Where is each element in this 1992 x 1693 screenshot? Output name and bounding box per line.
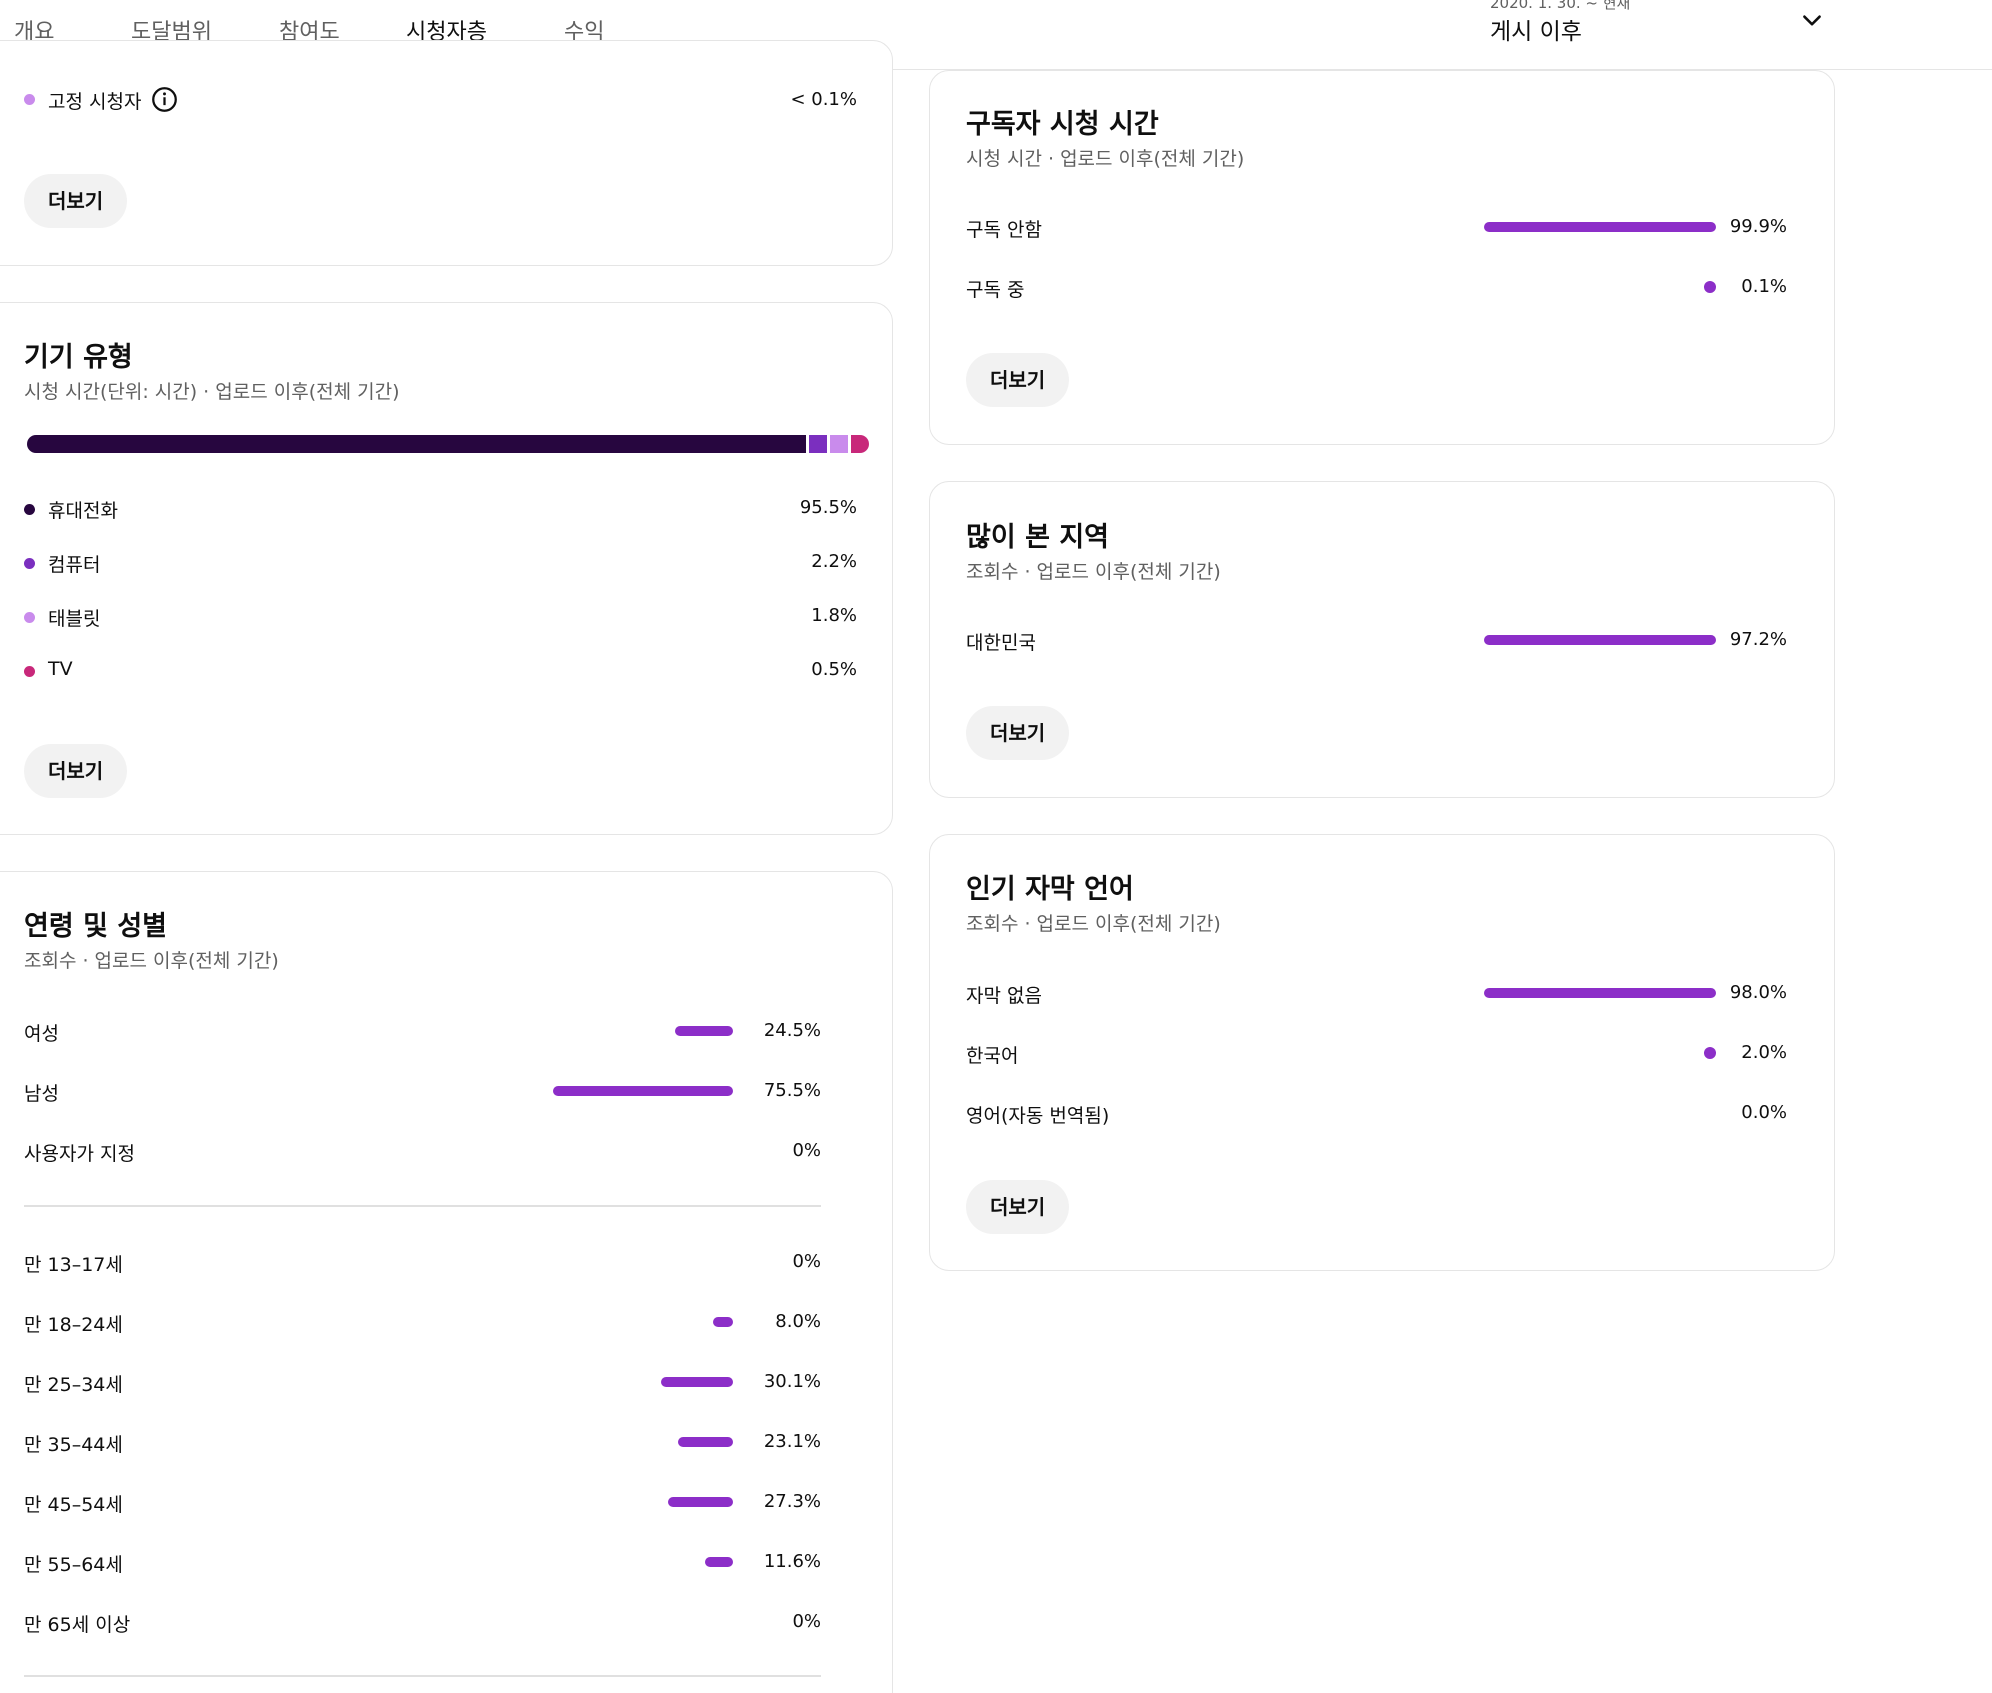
card-title: 기기 유형 xyxy=(24,342,133,373)
subtitle-language-bar xyxy=(1483,988,1716,998)
subtitle-language-value: 0.0% xyxy=(1741,1102,1787,1123)
device-value: 2.2% xyxy=(811,551,857,572)
card-title: 많이 본 지역 xyxy=(966,522,1109,553)
age-group-label: 만 45–54세 xyxy=(24,1494,123,1516)
returning-viewer-dot xyxy=(24,94,35,105)
age-group-value: 0% xyxy=(792,1611,821,1632)
subtitle-language-value: 2.0% xyxy=(1741,1042,1787,1063)
card-subtitle: 조회수 · 업로드 이후(전체 기간) xyxy=(966,913,1221,935)
device-type-card xyxy=(0,302,893,835)
device-bar-segment xyxy=(851,435,869,453)
age-group-bar xyxy=(713,1317,733,1327)
returning-viewers-card xyxy=(0,40,893,266)
age-group-value: 8.0% xyxy=(775,1311,821,1332)
subscription-status-bar xyxy=(1484,222,1716,232)
subtitle-language-bar xyxy=(1704,1047,1716,1059)
returning-viewer-label: 고정 시청자 xyxy=(48,91,142,113)
see-more-button[interactable]: 더보기 xyxy=(24,744,128,798)
geography-value: 97.2% xyxy=(1729,629,1787,650)
divider xyxy=(24,1205,821,1207)
legend-dot xyxy=(24,504,35,515)
age-group-label: 만 35–44세 xyxy=(24,1434,123,1456)
info-icon[interactable] xyxy=(151,86,178,113)
see-more-button[interactable]: 더보기 xyxy=(24,174,128,228)
age-group-bar xyxy=(661,1377,733,1387)
age-group-label: 만 13–17세 xyxy=(24,1254,123,1276)
legend-dot xyxy=(24,558,35,569)
gender-label: 사용자가 지정 xyxy=(24,1143,135,1165)
age-group-value: 30.1% xyxy=(763,1371,821,1392)
see-more-button[interactable]: 더보기 xyxy=(966,706,1070,760)
see-more-button[interactable]: 더보기 xyxy=(966,353,1070,407)
device-value: 95.5% xyxy=(799,497,857,518)
age-group-value: 23.1% xyxy=(763,1431,821,1452)
legend-dot xyxy=(24,666,35,677)
gender-bar xyxy=(553,1086,733,1096)
device-label: 태블릿 xyxy=(48,608,101,630)
card-subtitle: 시청 시간(단위: 시간) · 업로드 이후(전체 기간) xyxy=(24,381,400,403)
card-subtitle: 조회수 · 업로드 이후(전체 기간) xyxy=(966,561,1221,583)
age-group-label: 만 18–24세 xyxy=(24,1314,123,1336)
subtitle-language-label: 영어(자동 번역됨) xyxy=(966,1105,1110,1127)
card-subtitle: 조회수 · 업로드 이후(전체 기간) xyxy=(24,950,279,972)
device-stacked-bar xyxy=(27,435,869,453)
age-group-value: 27.3% xyxy=(763,1491,821,1512)
age-group-label: 만 65세 이상 xyxy=(24,1614,131,1636)
geography-label: 대한민국 xyxy=(966,632,1036,654)
gender-bar xyxy=(674,1026,733,1036)
subscription-status-value: 0.1% xyxy=(1741,276,1787,297)
returning-viewer-value: < 0.1% xyxy=(790,89,857,110)
subtitle-language-label: 한국어 xyxy=(966,1045,1019,1067)
age-group-value: 11.6% xyxy=(763,1551,821,1572)
device-value: 1.8% xyxy=(811,605,857,626)
gender-value: 0% xyxy=(792,1140,821,1161)
gender-label: 남성 xyxy=(24,1083,59,1105)
card-subtitle: 시청 시간 · 업로드 이후(전체 기간) xyxy=(966,148,1245,170)
chevron-down-icon[interactable] xyxy=(1799,8,1825,34)
gender-value: 24.5% xyxy=(763,1020,821,1041)
device-bar-segment xyxy=(27,435,806,453)
subtitle-languages-card xyxy=(929,834,1835,1271)
subscription-status-label: 구독 중 xyxy=(966,279,1025,301)
device-bar-segment xyxy=(830,435,848,453)
gender-label: 여성 xyxy=(24,1023,59,1045)
subscriber-watch-time-card xyxy=(929,70,1835,445)
age-group-bar xyxy=(677,1437,733,1447)
legend-dot xyxy=(24,612,35,623)
device-label: 휴대전화 xyxy=(48,500,118,522)
subscription-status-value: 99.9% xyxy=(1729,216,1787,237)
see-more-button[interactable]: 더보기 xyxy=(966,1180,1070,1234)
device-bar-segment xyxy=(809,435,827,453)
period-date-range[interactable]: 2020. 1. 30. ~ 현재 xyxy=(1490,0,1631,12)
age-gender-card xyxy=(0,871,893,1693)
age-group-value: 0% xyxy=(792,1251,821,1272)
card-title: 연령 및 성별 xyxy=(24,911,167,942)
gender-value: 75.5% xyxy=(763,1080,821,1101)
age-group-label: 만 25–34세 xyxy=(24,1374,123,1396)
card-title: 인기 자막 언어 xyxy=(966,874,1134,905)
geography-bar xyxy=(1483,635,1716,645)
age-group-bar xyxy=(705,1557,733,1567)
device-label: 컴퓨터 xyxy=(48,554,101,576)
card-title: 구독자 시청 시간 xyxy=(966,109,1159,140)
period-selector-label[interactable]: 게시 이후 xyxy=(1490,19,1582,45)
device-label: TV xyxy=(48,658,73,680)
age-group-bar xyxy=(667,1497,733,1507)
subtitle-language-value: 98.0% xyxy=(1729,982,1787,1003)
device-value: 0.5% xyxy=(811,659,857,680)
subscription-status-label: 구독 안함 xyxy=(966,219,1042,241)
subtitle-language-label: 자막 없음 xyxy=(966,985,1042,1007)
age-group-label: 만 55–64세 xyxy=(24,1554,123,1576)
subscription-status-bar xyxy=(1704,281,1716,293)
divider xyxy=(24,1675,821,1677)
